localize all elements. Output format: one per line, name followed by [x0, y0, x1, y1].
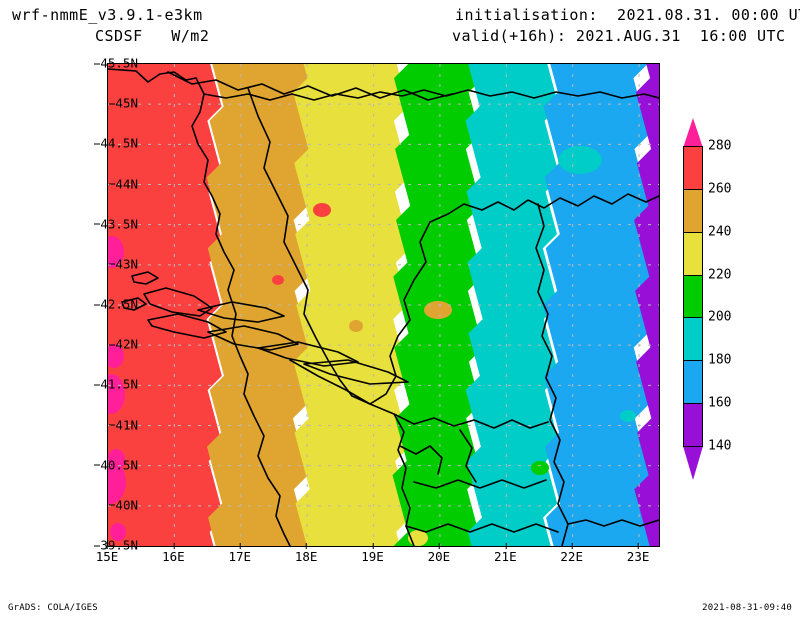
colorbar-tick	[683, 274, 703, 276]
colorbar-label-200: 200	[708, 309, 732, 325]
lon-tick-23E: 23E	[627, 543, 649, 564]
colorbar-tick	[683, 188, 703, 190]
lat-tick-45N: 45N	[109, 96, 138, 111]
colorbar-underflow-arrow-down	[683, 446, 703, 480]
lat-tick-44N: 44N	[109, 176, 138, 191]
lon-tick-18E: 18E	[295, 543, 317, 564]
lon-tick-mark	[505, 543, 507, 549]
colorbar-band-160-180	[683, 360, 703, 404]
colorbar-label-260: 260	[708, 181, 732, 197]
lat-tick-45.5N: 45.5N	[94, 56, 138, 71]
lat-tick-41N: 41N	[109, 417, 138, 432]
initialisation-time: initialisation: 2021.08.31. 00:00 UTC	[455, 6, 800, 24]
field-pocket-8	[620, 410, 636, 422]
field-pocket-3	[313, 203, 331, 217]
lon-tick-16E: 16E	[162, 543, 185, 564]
lat-tick-mark	[109, 103, 116, 105]
map-plot-area[interactable]	[107, 63, 660, 547]
lat-tick-40N: 40N	[109, 497, 138, 512]
model-title: wrf-nmmE_v3.9.1-e3km	[12, 6, 203, 24]
lat-tick-mark	[94, 545, 101, 546]
lon-tick-mark	[306, 543, 308, 549]
lat-tick-mark	[109, 183, 116, 185]
lat-tick-mark	[109, 344, 116, 346]
lon-tick-21E: 21E	[494, 543, 517, 564]
lon-tick-19E: 19E	[361, 543, 384, 564]
lat-tick-mark	[94, 304, 101, 305]
lon-tick-mark	[438, 543, 440, 549]
valid-time: valid(+16h): 2021.AUG.31 16:00 UTC	[452, 27, 786, 45]
lat-tick-mark	[94, 63, 101, 64]
colorbar-tick	[683, 231, 703, 233]
lon-tick-17E: 17E	[228, 543, 251, 564]
lat-tick-mark	[94, 384, 101, 386]
field-pocket-7	[272, 275, 284, 285]
field-band-270	[108, 64, 224, 546]
field-band-230	[293, 64, 411, 546]
colorbar-legend[interactable]: 280 260 240 220 200 180 160 140	[678, 118, 788, 480]
field-patch-280-4	[108, 460, 126, 504]
colorbar-band-260-280	[683, 146, 703, 189]
colorbar-overflow-arrow-up	[683, 118, 703, 148]
variable-title: CSDSF W/m2	[95, 27, 210, 45]
lon-tick-mark	[106, 543, 108, 549]
map-clip	[108, 64, 659, 546]
colorbar-band-240-260	[683, 188, 703, 232]
field-pocket-6	[531, 461, 549, 475]
colorbar-label-160: 160	[708, 395, 732, 411]
lat-tick-mark	[109, 263, 116, 265]
lon-tick-15E: 15E	[96, 543, 118, 564]
field-patch-280-0	[108, 236, 124, 268]
field-patch-280-5	[110, 523, 126, 541]
lat-tick-mark	[94, 464, 101, 466]
field-patch-280-2	[108, 374, 125, 414]
field-patch-280-1	[108, 344, 124, 368]
colorbar-tick	[683, 360, 703, 362]
lon-tick-22E: 22E	[560, 543, 583, 564]
lat-tick-42N: 42N	[109, 337, 138, 352]
grads-credit: GrADS: COLA/IGES	[8, 603, 98, 613]
lat-tick-43N: 43N	[109, 256, 138, 271]
colorbar-label-180: 180	[708, 352, 732, 368]
colorbar-band-200-220	[683, 274, 703, 318]
colorbar-label-240: 240	[708, 224, 732, 240]
lat-tick-41.5N: 41.5N	[94, 377, 138, 392]
lat-tick-44.5N: 44.5N	[94, 136, 138, 151]
lon-tick-mark	[239, 543, 241, 549]
colorbar-band-220-240	[683, 231, 703, 275]
lat-tick-mark	[94, 143, 101, 145]
lat-tick-43.5N: 43.5N	[94, 216, 138, 231]
field-band-150	[634, 64, 659, 546]
colorbar-tick	[683, 146, 703, 147]
colorbar-tick	[683, 446, 703, 447]
lat-tick-39.5N: 39.5N	[94, 538, 138, 553]
coastline-and-borders	[108, 68, 659, 546]
colorbar-label-220: 220	[708, 267, 732, 283]
colorbar-label-140: 140	[708, 438, 732, 454]
lat-tick-mark	[94, 223, 101, 225]
lat-tick-mark	[109, 424, 116, 426]
colorbar-band-140-160	[683, 403, 703, 446]
lon-tick-mark	[571, 543, 573, 549]
colorbar-tick	[683, 317, 703, 319]
render-stamp: 2021-08-31-09:40	[702, 603, 792, 613]
lon-tick-20E: 20E	[428, 543, 450, 564]
colorbar-band-180-200	[683, 317, 703, 361]
field-pocket-5	[558, 146, 602, 174]
lon-tick-mark	[638, 543, 640, 549]
lon-tick-mark	[173, 543, 175, 549]
colorbar-label-280: 280	[708, 138, 732, 154]
colorbar-tick	[683, 403, 703, 405]
lat-tick-mark	[109, 504, 116, 506]
lon-tick-mark	[372, 543, 374, 549]
lat-tick-42.5N: 42.5N	[94, 297, 138, 312]
lat-tick-40.5N: 40.5N	[94, 457, 138, 472]
field-pocket-2	[349, 320, 363, 332]
